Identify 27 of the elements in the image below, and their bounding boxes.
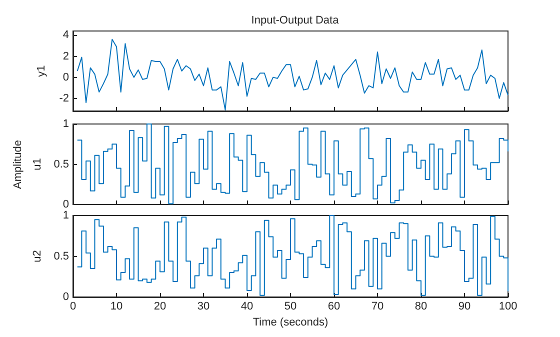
y-tick-label: 0 [62,198,69,210]
x-tick-label: 80 [414,300,428,312]
text: Amplitude [12,140,24,189]
y-tick-label: 4 [62,29,69,42]
y-axis-title: y1 [36,65,48,77]
y-tick-label: 2 [62,50,69,62]
x-tick-label: 70 [371,300,384,312]
y-axis-title: u1 [31,158,44,170]
x-axis-title: Time (seconds) [252,316,328,328]
x-tick-label: 40 [240,300,254,312]
x-tick-label: 60 [328,300,340,312]
line-series [76,38,508,110]
y-tick-label: -2 [59,92,69,104]
x-tick-label: 30 [197,300,210,312]
y-tick-label: 0.5 [54,250,69,262]
y-tick-label: 0 [62,291,69,303]
x-tick-label: 100 [498,300,518,312]
x-tick-label: 50 [284,300,297,312]
y-tick-label: 1 [62,210,69,222]
chart-title: Input-Output Data [251,14,340,26]
y-axis-title: u2 [31,250,44,262]
x-tick-label: 10 [110,300,123,312]
y-tick-label: 0 [62,71,69,84]
y-tick-label: 0.5 [54,158,69,170]
y-tick-label: 1 [62,118,69,130]
x-tick-label: 20 [154,300,166,312]
x-tick-label: 90 [458,300,471,312]
